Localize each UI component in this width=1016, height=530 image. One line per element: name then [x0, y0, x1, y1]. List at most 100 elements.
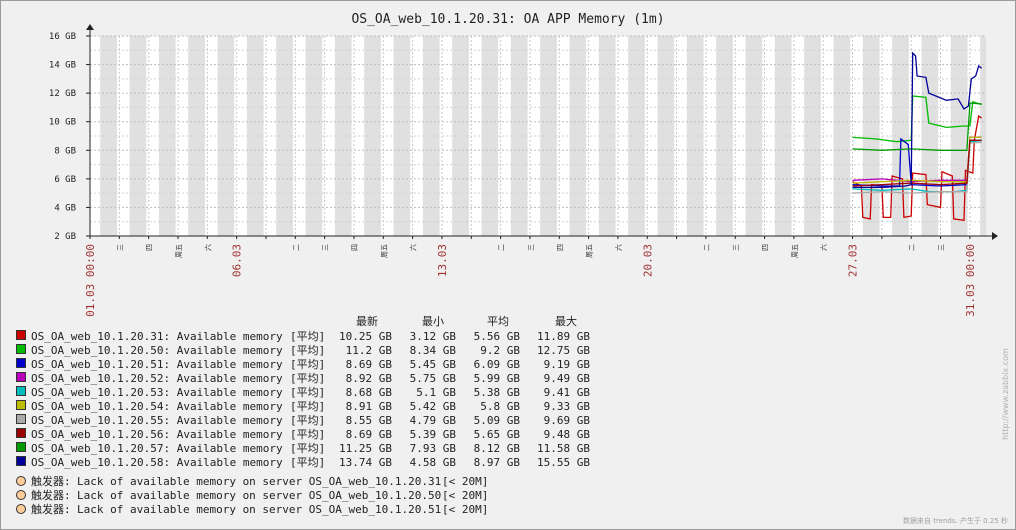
trigger-condition: [< 20M] — [442, 503, 488, 516]
weekday-label: 四 — [146, 244, 154, 251]
legend-name: OS_OA_web_10.1.20.50: Available memory — [31, 344, 283, 357]
y-tick-label: 14 GB — [49, 61, 76, 71]
weekday-label: 周五 — [791, 244, 799, 258]
legend-name: OS_OA_web_10.1.20.51: Available memory — [31, 358, 283, 371]
legend-max: 9.19 GB — [544, 358, 591, 371]
legend-avg: 9.2 GB — [480, 344, 520, 357]
day-band — [129, 36, 147, 236]
weekday-label: 二 — [292, 244, 300, 251]
legend-max: 15.55 GB — [537, 456, 590, 469]
legend-min: 8.34 GB — [410, 344, 457, 357]
trigger-text: Lack of available memory on server OS_OA… — [77, 503, 441, 516]
x-axis-arrow — [992, 232, 998, 240]
day-band — [305, 36, 323, 236]
legend-header-latest: 最新 — [356, 314, 378, 328]
y-tick-label: 2 GB — [54, 232, 76, 242]
trigger-rows: 触发器: Lack of available memory on server O… — [16, 474, 488, 516]
trigger-text: Lack of available memory on server OS_OA… — [77, 489, 441, 502]
legend-avg: 5.65 GB — [474, 428, 521, 441]
series-line-5 — [852, 136, 982, 184]
day-band — [716, 36, 733, 236]
legend-max: 9.41 GB — [544, 386, 591, 399]
weekday-label: 六 — [614, 244, 623, 251]
legend-avg: 5.38 GB — [474, 386, 521, 399]
series-line-8 — [852, 102, 982, 151]
series-layer — [852, 51, 983, 222]
legend-min: 5.75 GB — [410, 372, 457, 385]
x-axis-labels: 01.03 00:00 06.03 13.03 20.03 27.03 31.03 00:… — [84, 244, 977, 317]
legend-min: 5.39 GB — [410, 428, 457, 441]
date-label: 06.03 — [231, 244, 244, 277]
trigger-condition: [< 20M] — [442, 489, 488, 502]
legend-avg: 8.97 GB — [474, 456, 521, 469]
legend-latest: 8.69 GB — [346, 358, 393, 371]
legend-name: OS_OA_web_10.1.20.58: Available memory — [31, 456, 283, 469]
day-band — [452, 36, 469, 236]
legend-max: 12.75 GB — [537, 344, 590, 357]
day-band — [804, 36, 821, 236]
y-tick-label: 12 GB — [49, 89, 76, 99]
day-band — [393, 36, 411, 236]
legend-min: 7.93 GB — [410, 442, 457, 455]
legend-name: OS_OA_web_10.1.20.57: Available memory — [31, 442, 283, 455]
date-label: 01.03 00:00 — [84, 244, 97, 317]
legend-agg: [平均] — [290, 442, 325, 455]
legend-swatch — [16, 386, 26, 396]
legend-agg: [平均] — [290, 330, 325, 343]
day-band — [540, 36, 557, 236]
legend-swatch — [16, 358, 26, 368]
legend-latest: 11.2 GB — [346, 344, 393, 357]
weekday-label: 二 — [703, 244, 711, 251]
legend-max: 9.69 GB — [544, 414, 591, 427]
day-band — [188, 36, 205, 236]
weekday-label: 周五 — [175, 244, 183, 258]
legend-latest: 13.74 GB — [339, 456, 392, 469]
day-band — [745, 36, 763, 236]
legend-latest: 8.68 GB — [346, 386, 393, 399]
legend-avg: 8.12 GB — [474, 442, 521, 455]
plot-background — [90, 36, 986, 236]
legend-min: 5.42 GB — [410, 400, 457, 413]
y-tick-label: 8 GB — [54, 146, 76, 156]
legend-agg: [平均] — [290, 386, 325, 399]
grid-lines — [89, 35, 986, 237]
day-band — [364, 36, 381, 236]
trigger-condition: [< 20M] — [442, 475, 488, 488]
day-band — [481, 36, 499, 236]
legend-name: OS_OA_web_10.1.20.31: Available memory — [31, 330, 283, 343]
chart-title: OS_OA_web_10.1.20.31: OA APP Memory (1m) — [351, 12, 664, 27]
day-band — [217, 36, 235, 236]
legend-agg: [平均] — [290, 400, 325, 413]
weekday-label: 三 — [116, 244, 124, 251]
weekday-label: 三 — [527, 244, 535, 251]
day-band — [833, 36, 851, 236]
y-tick-label: 10 GB — [49, 118, 76, 128]
watermark: http://www.zabbix.com — [1001, 348, 1010, 440]
day-band — [657, 36, 675, 236]
date-label: 13.03 — [436, 244, 449, 277]
trigger-prefix: 触发器: — [31, 502, 71, 516]
day-band — [628, 36, 645, 236]
weekday-label: 三 — [732, 244, 740, 251]
legend-latest: 8.69 GB — [346, 428, 393, 441]
legend: 最新 最小 平均 最大 OS_OA_web_10.1.20.31: Availa… — [16, 314, 591, 516]
legend-max: 9.49 GB — [544, 372, 591, 385]
legend-latest: 11.25 GB — [339, 442, 392, 455]
legend-header-avg: 平均 — [487, 315, 509, 328]
legend-max: 9.48 GB — [544, 428, 591, 441]
legend-avg: 6.09 GB — [474, 358, 521, 371]
y-tick-label: 4 GB — [54, 203, 76, 213]
legend-avg: 5.09 GB — [474, 414, 521, 427]
weekday-label: 周五 — [380, 244, 388, 258]
series-line-7 — [852, 139, 982, 187]
footer-note: 数据来自 trends. 产生于 0.25 秒 — [903, 516, 1008, 525]
legend-swatch — [16, 456, 26, 466]
trigger-icon — [16, 504, 26, 514]
legend-min: 4.58 GB — [410, 456, 457, 469]
legend-header-min: 最小 — [422, 315, 444, 328]
weekday-label: 四 — [351, 244, 359, 251]
legend-min: 5.1 GB — [416, 386, 456, 399]
legend-min: 5.45 GB — [410, 358, 457, 371]
